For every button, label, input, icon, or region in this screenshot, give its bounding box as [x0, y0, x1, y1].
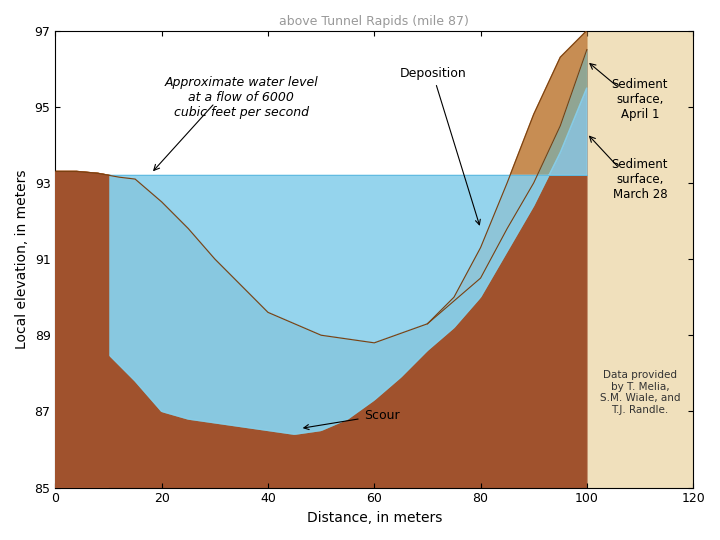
Text: Deposition: Deposition	[400, 67, 480, 225]
Text: Sediment
surface,
March 28: Sediment surface, March 28	[612, 158, 668, 200]
Text: Data provided
by T. Melia,
S.M. Wiale, and
T.J. Randle.: Data provided by T. Melia, S.M. Wiale, a…	[600, 370, 680, 415]
Polygon shape	[55, 172, 109, 488]
Y-axis label: Local elevation, in meters: Local elevation, in meters	[15, 170, 29, 349]
Text: Sediment
surface,
April 1: Sediment surface, April 1	[612, 78, 668, 120]
Text: Scour: Scour	[304, 409, 400, 429]
Polygon shape	[55, 31, 587, 343]
Text: Approximate water level
at a flow of 6000
cubic feet per second: Approximate water level at a flow of 600…	[165, 76, 318, 119]
Polygon shape	[109, 50, 587, 434]
Title: above Tunnel Rapids (mile 87): above Tunnel Rapids (mile 87)	[279, 15, 469, 28]
Polygon shape	[55, 50, 587, 488]
Bar	[587, 31, 693, 488]
X-axis label: Distance, in meters: Distance, in meters	[307, 511, 442, 525]
Polygon shape	[109, 87, 587, 434]
